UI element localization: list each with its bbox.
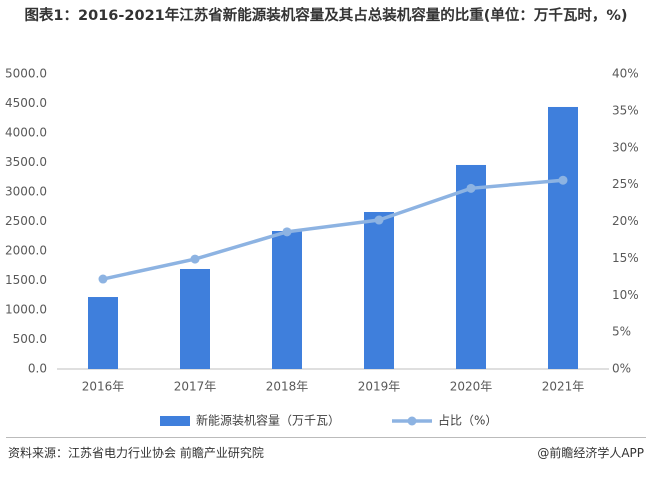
y2-tick-label: 25% bbox=[612, 177, 639, 191]
x-tick-label: 2021年 bbox=[542, 380, 585, 394]
y-tick-label: 4000.0 bbox=[5, 126, 47, 140]
x-tick-label: 2019年 bbox=[358, 380, 401, 394]
line bbox=[102, 178, 564, 281]
x-tick-label: 2017年 bbox=[174, 380, 217, 394]
line-point bbox=[98, 274, 108, 284]
legend-label: 占比（%） bbox=[438, 413, 497, 428]
line-point bbox=[466, 183, 476, 193]
y-tick-label: 3000.0 bbox=[5, 185, 47, 199]
y2-tick-label: 30% bbox=[612, 140, 639, 154]
y-tick-label: 0.0 bbox=[28, 362, 47, 376]
y-tick-label: 1000.0 bbox=[5, 303, 47, 317]
line-point bbox=[190, 254, 200, 264]
y-tick-label: 4500.0 bbox=[5, 96, 47, 110]
bar bbox=[364, 212, 394, 369]
line-point bbox=[558, 175, 568, 185]
brand-note: @前瞻经济学人APP bbox=[537, 446, 644, 460]
y-tick-label: 500.0 bbox=[13, 332, 47, 346]
x-tick-label: 2016年 bbox=[82, 380, 125, 394]
y-tick-label: 1500.0 bbox=[5, 273, 47, 287]
x-tick-label: 2018年 bbox=[266, 380, 309, 394]
bar bbox=[88, 297, 118, 369]
y-tick-label: 2500.0 bbox=[5, 214, 47, 228]
line-point bbox=[374, 215, 384, 225]
x-tick-label: 2020年 bbox=[450, 380, 493, 394]
bar bbox=[180, 268, 210, 369]
divider bbox=[6, 437, 646, 438]
bar bbox=[272, 230, 302, 369]
y2-tick-label: 40% bbox=[612, 67, 639, 81]
y2-tick-label: 0% bbox=[612, 362, 631, 376]
line-point bbox=[282, 227, 292, 237]
y-tick-label: 3500.0 bbox=[5, 155, 47, 169]
y2-tick-label: 35% bbox=[612, 103, 639, 117]
bar bbox=[548, 106, 578, 369]
y-tick-label: 2000.0 bbox=[5, 244, 47, 258]
source-note: 资料来源：江苏省电力行业协会 前瞻产业研究院 bbox=[8, 446, 264, 460]
y2-tick-label: 5% bbox=[612, 325, 631, 339]
legend-swatch bbox=[160, 416, 190, 426]
chart-title: 图表1：2016-2021年江苏省新能源装机容量及其占总装机容量的比重(单位：万… bbox=[24, 8, 628, 24]
bar bbox=[456, 164, 486, 369]
y2-tick-label: 15% bbox=[612, 251, 639, 265]
y-tick-label: 5000.0 bbox=[5, 67, 47, 81]
legend-swatch-point bbox=[407, 416, 417, 426]
legend-label: 新能源装机容量（万千瓦） bbox=[196, 413, 340, 428]
y2-tick-label: 10% bbox=[612, 288, 639, 302]
y2-tick-label: 20% bbox=[612, 214, 639, 228]
